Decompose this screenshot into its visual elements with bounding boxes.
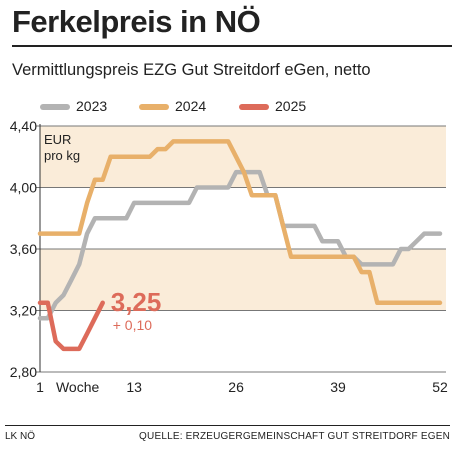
y-tick-label: 3,60 bbox=[10, 241, 37, 257]
change-value-label: + 0,10 bbox=[113, 317, 153, 333]
x-tick-label: 52 bbox=[432, 379, 448, 395]
y-tick-label: 4,00 bbox=[10, 180, 37, 196]
legend-swatch-2024 bbox=[139, 104, 169, 110]
chart-title: Ferkelpreis in NÖ bbox=[12, 4, 261, 39]
band-upper bbox=[40, 126, 446, 188]
title-divider bbox=[12, 45, 452, 47]
legend-label-2023: 2023 bbox=[76, 98, 108, 114]
chart-legend: 2023 2024 2025 bbox=[0, 97, 469, 117]
series-line-2024 bbox=[37, 139, 443, 306]
legend-swatch-2023 bbox=[40, 104, 70, 110]
footer-divider bbox=[5, 425, 450, 426]
x-tick-label: 13 bbox=[126, 379, 142, 395]
x-axis-label: Woche bbox=[56, 379, 100, 395]
legend-label-2024: 2024 bbox=[175, 98, 207, 114]
series-line-2023 bbox=[37, 169, 443, 321]
footer-source: QUELLE: ERZEUGERGEMEINSCHAFT GUT STREITD… bbox=[139, 431, 450, 442]
x-tick-label: 26 bbox=[228, 379, 244, 395]
y-tick-label: 2,80 bbox=[10, 364, 37, 380]
x-tick-label: 1 bbox=[36, 379, 44, 395]
footer-credit: LK NÖ bbox=[5, 431, 36, 442]
current-value-label: 3,25 bbox=[111, 287, 162, 317]
chart-subtitle: Vermittlungspreis EZG Gut Streitdorf eGe… bbox=[12, 61, 371, 79]
y-tick-label: 3,20 bbox=[10, 303, 37, 319]
legend-label-2025: 2025 bbox=[275, 98, 307, 114]
unit-label: EUR bbox=[44, 132, 71, 147]
y-tick-label: 4,40 bbox=[10, 118, 37, 134]
unit-label: pro kg bbox=[44, 148, 80, 163]
x-tick-label: 39 bbox=[330, 379, 346, 395]
legend-swatch-2025 bbox=[239, 104, 269, 110]
series-line-2025 bbox=[37, 300, 105, 352]
